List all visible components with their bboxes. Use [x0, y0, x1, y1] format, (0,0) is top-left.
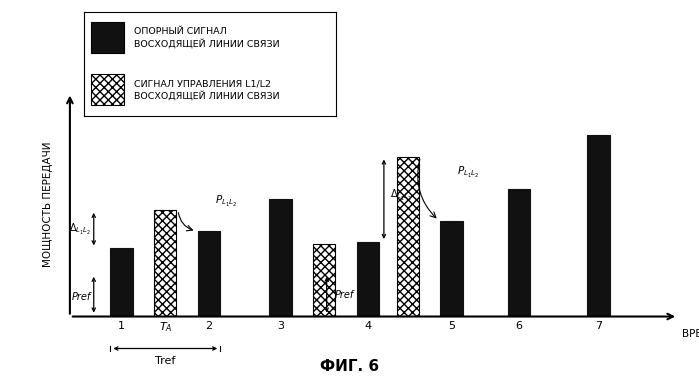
Bar: [269, 199, 291, 317]
Bar: [198, 231, 220, 317]
Text: СИГНАЛ УПРАВЛЕНИЯ L1/L2
ВОСХОДЯЩЕЙ ЛИНИИ СВЯЗИ: СИГНАЛ УПРАВЛЕНИЯ L1/L2 ВОСХОДЯЩЕЙ ЛИНИИ…: [134, 79, 280, 100]
Bar: [110, 248, 133, 317]
Text: МОЩНОСТЬ ПЕРЕДАЧИ: МОЩНОСТЬ ПЕРЕДАЧИ: [43, 142, 52, 267]
Bar: [357, 242, 379, 317]
Bar: [440, 220, 463, 317]
Text: $\Delta_{L_1L_2}$: $\Delta_{L_1L_2}$: [69, 222, 92, 237]
Text: ВРЕМЯ (n): ВРЕМЯ (n): [682, 328, 699, 338]
Text: Pref: Pref: [72, 292, 92, 302]
Text: $P_{L_1L_2}$: $P_{L_1L_2}$: [457, 165, 480, 180]
Bar: [313, 244, 336, 317]
Text: $P_{L_1L_2}$: $P_{L_1L_2}$: [215, 194, 238, 209]
Bar: [92, 74, 124, 105]
Bar: [154, 210, 176, 317]
Bar: [92, 22, 124, 53]
Text: Pref: Pref: [335, 290, 354, 300]
Text: ОПОРНЫЙ СИГНАЛ
ВОСХОДЯЩЕЙ ЛИНИИ СВЯЗИ: ОПОРНЫЙ СИГНАЛ ВОСХОДЯЩЕЙ ЛИНИИ СВЯЗИ: [134, 27, 280, 48]
Text: ФИГ. 6: ФИГ. 6: [320, 359, 379, 374]
Text: $\Delta_{L_1L_2}$: $\Delta_{L_1L_2}$: [390, 188, 412, 203]
Text: Tref: Tref: [155, 356, 175, 366]
Bar: [508, 189, 530, 317]
Bar: [396, 157, 419, 317]
Bar: [587, 135, 610, 317]
